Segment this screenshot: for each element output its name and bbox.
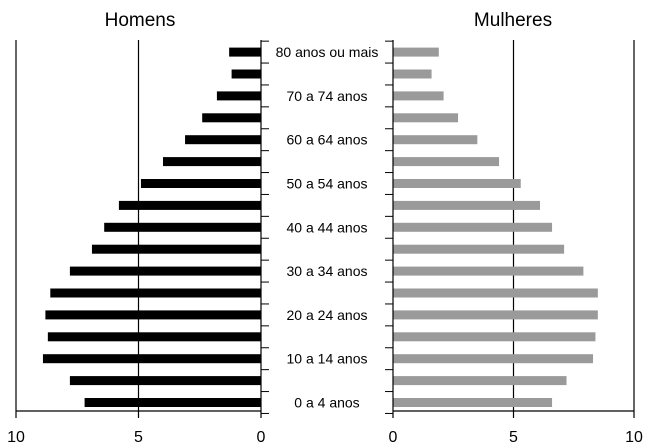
age-group-label: 0 a 4 anos bbox=[294, 395, 359, 411]
left-panel-title: Homens bbox=[105, 10, 176, 31]
mulheres-bar bbox=[393, 69, 432, 79]
homens-bar bbox=[50, 288, 261, 298]
axes bbox=[15, 40, 635, 418]
homens-bar bbox=[163, 157, 261, 167]
left-x-tick-label: 5 bbox=[134, 429, 143, 445]
mulheres-bar bbox=[393, 376, 567, 386]
homens-bar bbox=[45, 310, 262, 320]
age-group-label: 70 a 74 anos bbox=[287, 88, 368, 104]
mulheres-bar bbox=[393, 310, 598, 320]
age-group-label: 10 a 14 anos bbox=[287, 351, 368, 367]
mulheres-bar bbox=[393, 135, 478, 145]
left-x-tick-label: 0 bbox=[257, 429, 266, 445]
homens-bar bbox=[104, 222, 261, 232]
homens-bar bbox=[47, 332, 261, 342]
mulheres-bar bbox=[393, 354, 594, 364]
homens-bar bbox=[202, 113, 261, 123]
x-tick-labels: 10 5 0 0 5 10 bbox=[7, 429, 643, 445]
age-group-label: 60 a 64 anos bbox=[287, 132, 368, 148]
homens-bar bbox=[42, 354, 262, 364]
age-group-labels: 0 a 4 anos 10 a 14 anos 20 a 24 anos 30 a 3… bbox=[276, 44, 379, 410]
mulheres-bar bbox=[393, 113, 459, 123]
left-x-tick-label: 10 bbox=[7, 429, 25, 445]
mulheres-bar bbox=[393, 91, 444, 101]
age-group-label: 20 a 24 anos bbox=[287, 307, 368, 323]
mulheres-bar bbox=[393, 157, 500, 167]
homens-bar bbox=[118, 200, 262, 210]
homens-bar bbox=[140, 179, 261, 188]
age-group-label: 80 anos ou mais bbox=[276, 44, 379, 60]
mulheres-bar bbox=[393, 266, 584, 276]
right-x-tick-label: 5 bbox=[509, 429, 518, 445]
homens-bars bbox=[42, 47, 262, 407]
right-x-tick-label: 10 bbox=[625, 429, 643, 445]
age-group-label: 30 a 34 anos bbox=[287, 263, 368, 279]
mulheres-bar bbox=[393, 398, 553, 407]
age-group-label: 50 a 54 anos bbox=[287, 176, 368, 192]
homens-bar bbox=[231, 69, 261, 79]
mulheres-bar bbox=[393, 244, 565, 254]
mulheres-bar bbox=[393, 222, 553, 232]
homens-bar bbox=[91, 244, 261, 254]
mulheres-bar bbox=[393, 200, 541, 210]
homens-bar bbox=[229, 47, 261, 57]
mulheres-bar bbox=[393, 47, 439, 57]
mulheres-bar bbox=[393, 179, 521, 188]
homens-bar bbox=[216, 91, 261, 101]
right-x-tick-label: 0 bbox=[389, 429, 398, 445]
right-panel-title: Mulheres bbox=[474, 10, 552, 31]
homens-bar bbox=[185, 135, 261, 145]
mulheres-bar bbox=[393, 332, 596, 342]
age-group-label: 40 a 44 anos bbox=[287, 219, 368, 235]
mulheres-bars bbox=[393, 47, 598, 407]
homens-bar bbox=[69, 266, 262, 276]
mulheres-bar bbox=[393, 288, 598, 298]
homens-bar bbox=[69, 376, 262, 386]
homens-bar bbox=[84, 398, 261, 407]
